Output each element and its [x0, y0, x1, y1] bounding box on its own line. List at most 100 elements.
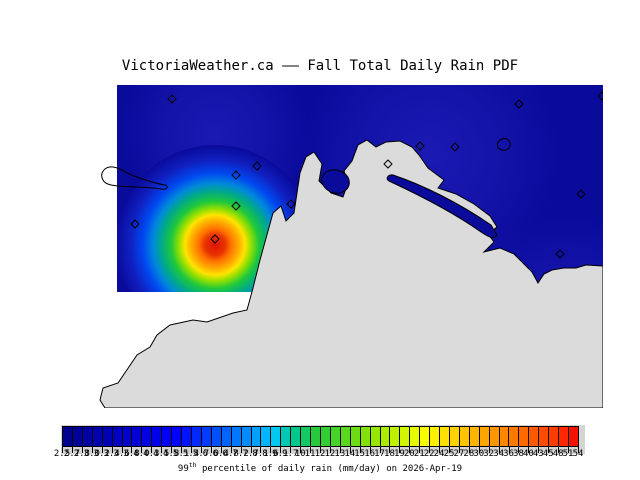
colorbar-tick-label: 5.4 — [182, 449, 200, 459]
station-diamond-icon — [514, 99, 524, 109]
colorbar-tick-label: 7.2 — [232, 449, 249, 459]
colorbar-cell — [190, 427, 201, 446]
island-outline — [101, 166, 168, 190]
colorbar-cell — [558, 427, 569, 446]
colorbar-tick — [508, 447, 510, 453]
caption-superscript: th — [188, 461, 197, 469]
colorbar-tick — [558, 447, 560, 453]
colorbar-tick — [548, 447, 550, 453]
colorbar-tick — [538, 447, 540, 453]
colorbar-tick-label: 3.2 — [93, 449, 110, 459]
colorbar-tick — [81, 447, 83, 453]
colorbar-tick-label: 6.8 — [222, 449, 239, 459]
colorbar-tick — [250, 447, 252, 453]
colorbar-cell — [111, 427, 122, 446]
colorbar-tick — [91, 447, 93, 453]
colorbar-tick-label: 27 — [453, 449, 465, 459]
colorbar-tick-label: 43 — [532, 449, 544, 459]
colorbar-tick-label: 3.6 — [113, 449, 130, 459]
colorbar-tick-label: 4.3 — [143, 449, 160, 459]
colorbar-tick — [310, 447, 312, 453]
colorbar-tick — [171, 447, 173, 453]
colorbar-tick — [260, 447, 262, 453]
colorbar-tick — [200, 447, 202, 453]
station-diamond-icon — [252, 161, 262, 171]
colorbar-tick-label: 12 — [324, 449, 336, 459]
colorbar-tick-label: 16 — [364, 449, 376, 459]
colorbar-tick-label: 36 — [503, 449, 514, 459]
colorbar-cell — [131, 427, 142, 446]
map-canvas — [99, 85, 603, 408]
colorbar-tick — [121, 447, 123, 453]
colorbar-tick-label: 18 — [384, 449, 395, 459]
station-diamond-icon — [231, 201, 241, 211]
colorbar-tick-label: 2.5 — [53, 449, 71, 459]
colorbar-cell — [419, 427, 430, 446]
colorbar-tick — [210, 447, 212, 453]
colorbar-cell — [389, 427, 400, 446]
colorbar-tick — [518, 447, 520, 453]
colorbar-cell — [240, 427, 251, 446]
colorbar-tick-label: 19 — [393, 449, 405, 459]
colorbar-tick — [349, 447, 351, 453]
land-mass — [99, 139, 603, 408]
colorbar-tick — [409, 447, 411, 453]
colorbar-tick-label: 9.1 — [272, 449, 289, 459]
colorbar-tick — [578, 447, 579, 453]
colorbar-cell — [528, 427, 539, 446]
colorbar-cell — [181, 427, 191, 446]
colorbar-tick-label: 12 — [314, 449, 326, 459]
station-diamond-icon — [383, 159, 393, 169]
colorbar-tick — [62, 447, 63, 453]
colorbar-tick-label: 4.8 — [163, 449, 180, 459]
colorbar-cell — [300, 427, 311, 446]
colorbar-tick-label: 7.7 — [242, 449, 259, 459]
colorbar-tick-label: 14 — [344, 449, 356, 459]
colorbar-tick — [300, 447, 302, 453]
colorbar-tick — [191, 447, 192, 453]
colorbar-cell — [448, 427, 459, 446]
colorbar-tick-label: 13 — [334, 449, 346, 459]
colorbar-tick — [131, 447, 133, 453]
colorbar-cell — [161, 427, 172, 446]
colorbar-tick-label: 48 — [552, 449, 564, 459]
colorbar-tick-label: 24 — [433, 449, 445, 459]
colorbar-cell — [458, 427, 469, 446]
colorbar-cell — [379, 427, 390, 446]
station-diamond-icon — [576, 189, 586, 199]
colorbar-tick-label: 21 — [413, 449, 425, 459]
colorbar-tick — [429, 447, 431, 453]
colorbar-cell — [141, 427, 152, 446]
station-diamond-icon — [286, 199, 296, 209]
colorbar-tick — [329, 447, 331, 453]
colorbar-tick-label: 40 — [522, 449, 534, 459]
rain-pdf-map — [95, 85, 603, 408]
colorbar-tick — [161, 447, 163, 453]
colorbar-tick — [141, 447, 143, 453]
colorbar-tick-label: 11 — [304, 449, 316, 459]
colorbar-tick-label: 45 — [542, 449, 554, 459]
station-diamond-icon — [450, 142, 460, 152]
colorbar-tick — [220, 447, 222, 453]
station-diamond-icon — [130, 219, 140, 229]
colorbar-tick — [290, 447, 292, 453]
colorbar-tick-label: 3.4 — [103, 449, 120, 459]
colorbar-tick-label: 5.7 — [192, 449, 210, 459]
colorbar-tick — [468, 447, 470, 453]
colorbar-cell — [91, 427, 102, 446]
colorbar-cell — [270, 427, 281, 446]
colorbar-cell — [468, 427, 479, 446]
colorbar-tick — [498, 447, 500, 453]
colorbar-tick-label: 9.7 — [282, 449, 299, 459]
colorbar-cell — [151, 427, 162, 446]
colorbar-tick-label: 2.8 — [73, 449, 90, 459]
colorbar-tick-label: 2.7 — [63, 449, 81, 459]
colorbar-tick — [270, 447, 272, 453]
colorbar-cell — [310, 427, 320, 446]
colorbar-cell — [349, 427, 360, 446]
island-outline — [496, 138, 511, 151]
colorbar-tick-label: 6.0 — [202, 449, 219, 459]
colorbar-cell — [121, 427, 132, 446]
colorbar-tick-label: 3.8 — [123, 449, 140, 459]
colorbar-tick — [181, 447, 183, 453]
